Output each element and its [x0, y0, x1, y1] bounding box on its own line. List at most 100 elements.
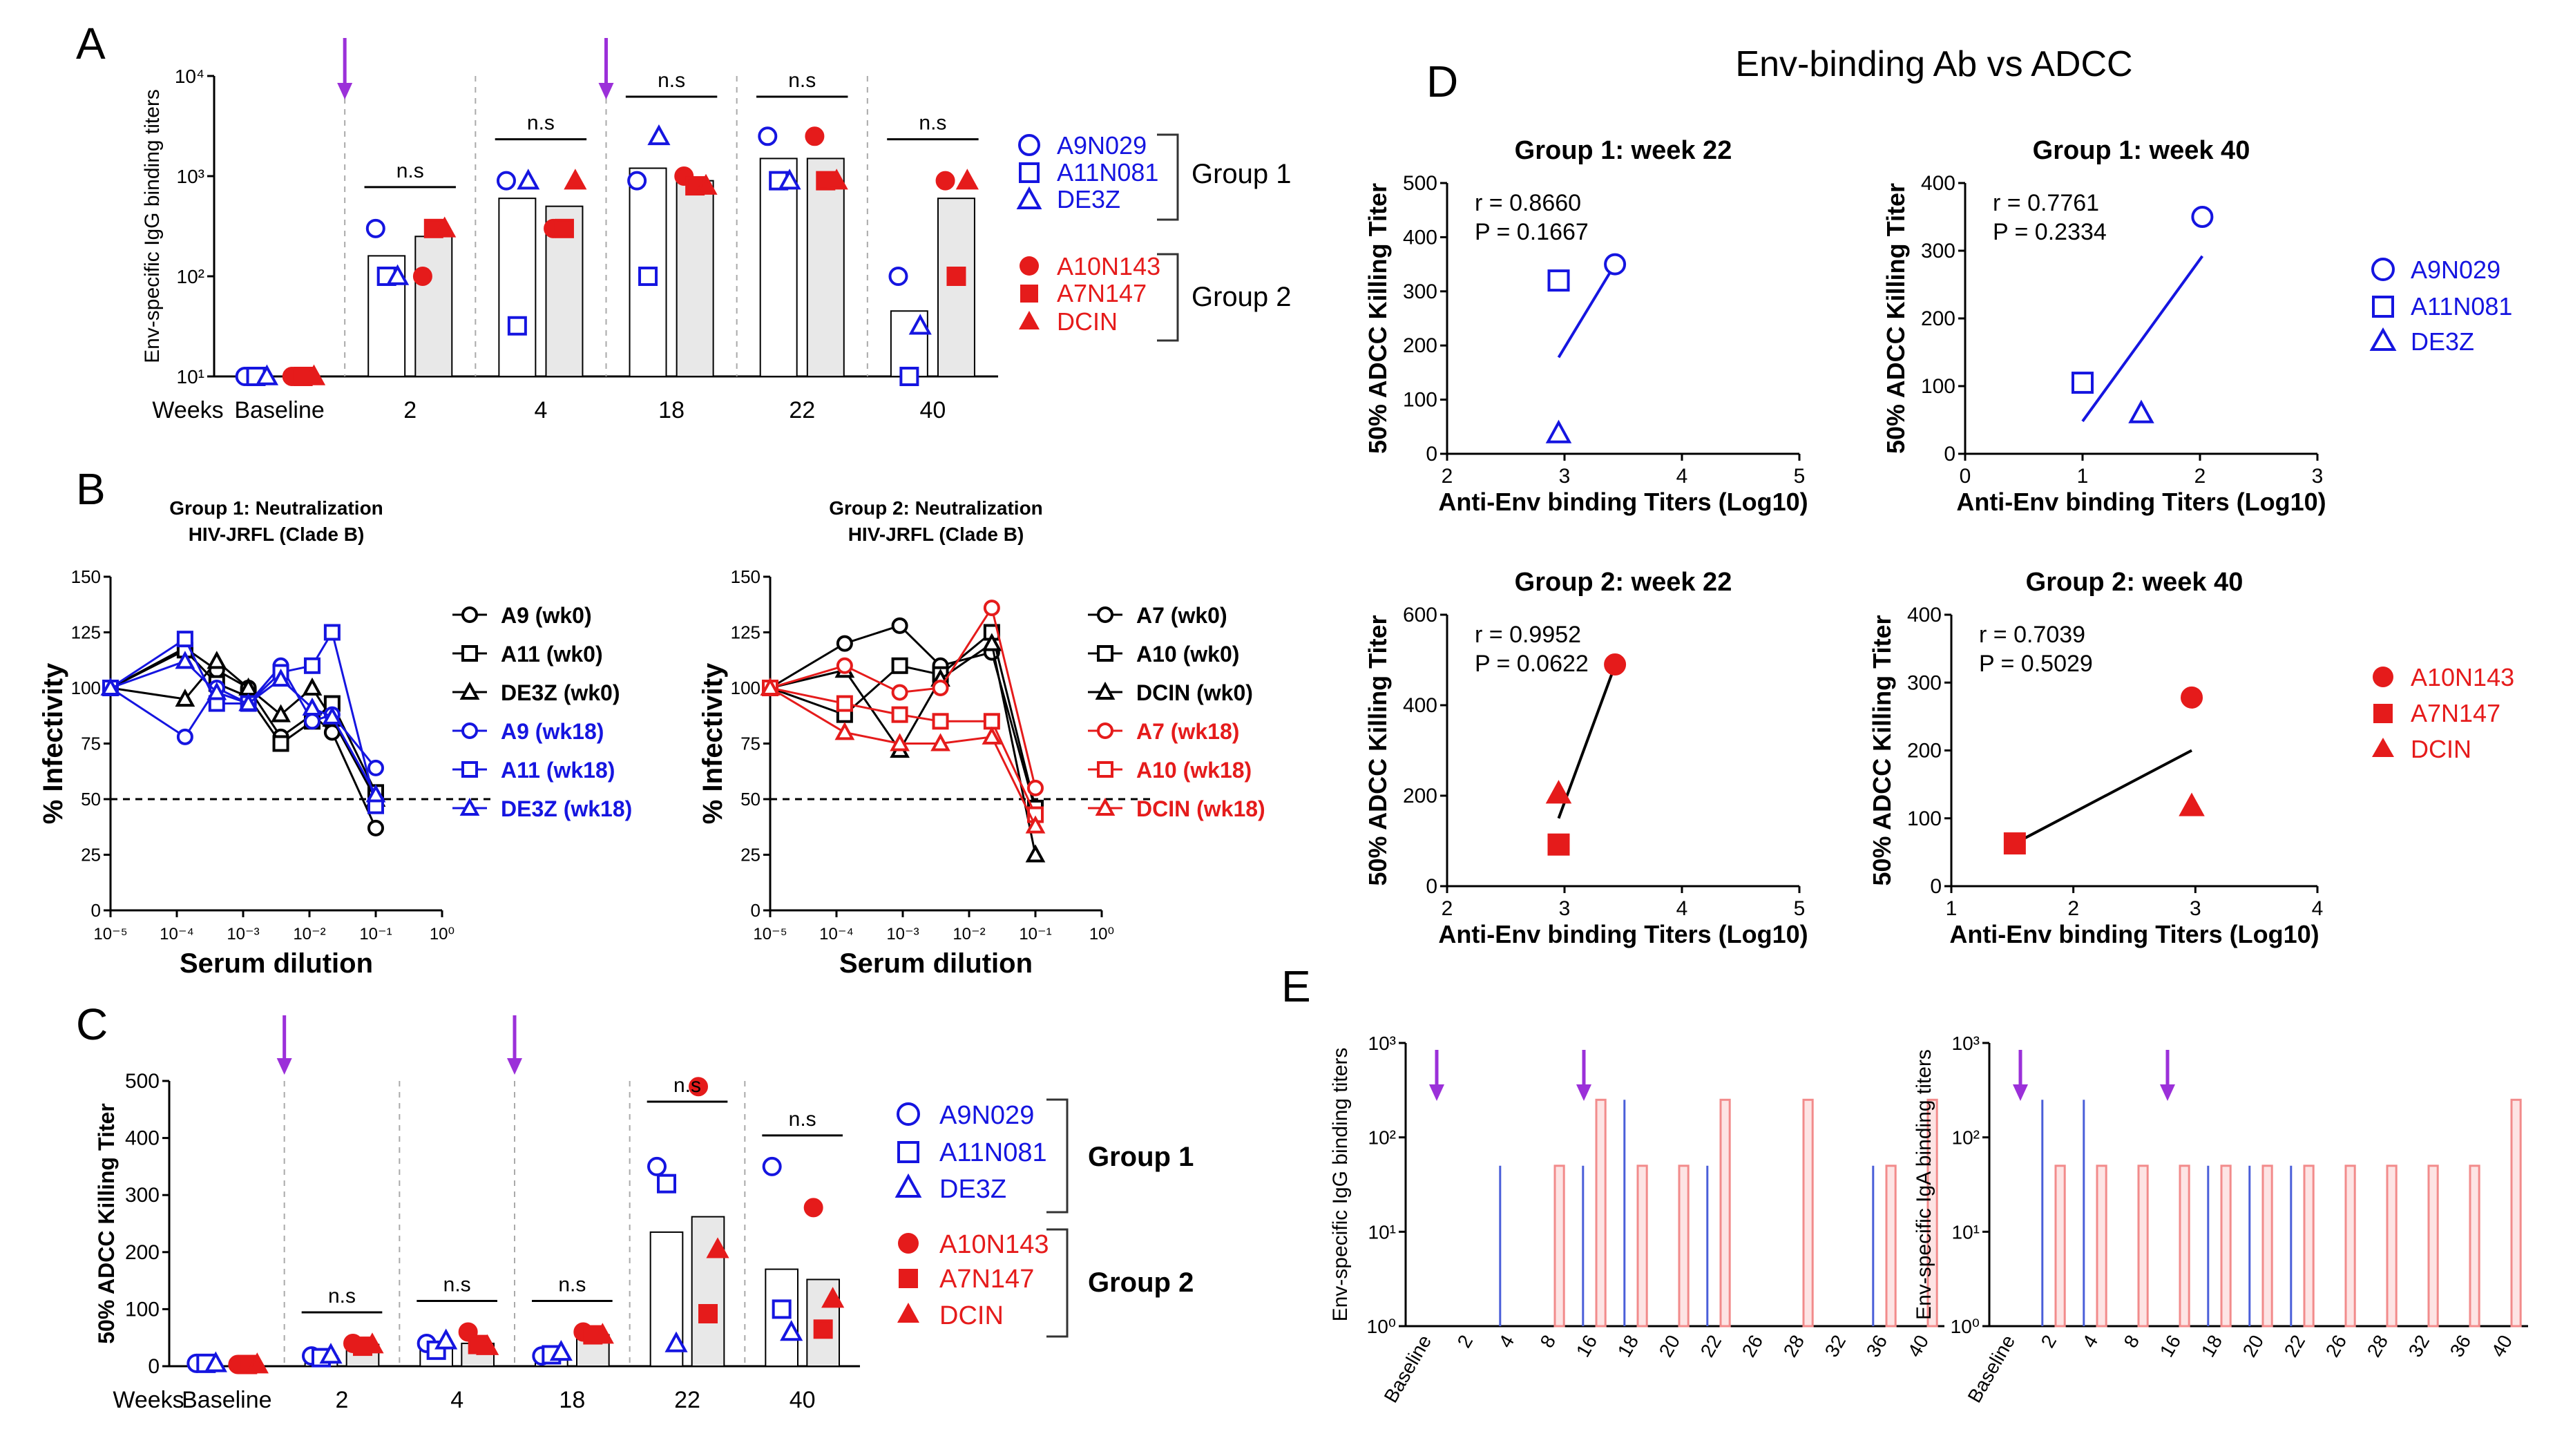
- x-tick-label: 4: [1676, 465, 1688, 488]
- legend-marker: [459, 797, 480, 816]
- x-tick-label: 18: [559, 1387, 585, 1413]
- data-point-de3z: [1545, 419, 1572, 443]
- y-axis-title: 50% ADCC Killing Titer: [1364, 615, 1392, 885]
- y-tick-label: 0: [91, 900, 101, 921]
- x-tick-label: 8: [2120, 1332, 2144, 1352]
- panel-b-group1-chart: Group 1: Neutralization HIV-JRFL (Clade B…: [38, 497, 632, 979]
- y-tick-label: 75: [740, 734, 760, 754]
- x-tick-label: 18: [1614, 1332, 1643, 1361]
- point-group1: [888, 267, 908, 286]
- point-group1: [908, 314, 932, 335]
- y-tick-label: 200: [1907, 740, 1942, 763]
- x-axis-title: Serum dilution: [180, 948, 373, 979]
- correlation-r: r = 0.9952: [1475, 622, 1581, 648]
- x-tick-label: 32: [1821, 1332, 1850, 1361]
- x-tick-label: 4: [2078, 1332, 2103, 1352]
- booster-arrow-2: [507, 1015, 522, 1075]
- x-tick-label: 2: [1442, 897, 1453, 920]
- panel-d-group1-week40: Group 1: week 40 0 100 200 300 400 0 1 2 3 50% ADC…: [1882, 136, 2326, 516]
- point-group1: [434, 1328, 458, 1350]
- series-point-4: [323, 624, 341, 641]
- chart-title: Group 2: Neutralization: [829, 497, 1043, 519]
- legend-label-de3z: DE3Z: [2411, 327, 2474, 356]
- data-point-a7n147: [1547, 833, 1570, 856]
- point-group2: [302, 364, 326, 385]
- legend-bracket-group1: [1157, 133, 1179, 221]
- bar-red: [1553, 1165, 1565, 1328]
- panel-c-chart: 0 100 200 300 400 500 50% ADCC Killing Titer We…: [94, 1015, 860, 1413]
- series-point-2: [175, 688, 195, 707]
- series-point-5: [760, 677, 781, 696]
- x-tick-label: 2: [1442, 465, 1453, 488]
- y-tick-label: 300: [1921, 240, 1955, 262]
- series-point-2: [982, 633, 1002, 651]
- legend-label-a7n147: A7N147: [1057, 279, 1147, 307]
- bar-group2: [806, 157, 845, 377]
- x-tick-label: 1: [2077, 465, 2089, 488]
- y-tick-label: 100: [125, 1298, 160, 1321]
- legend-label: DE3Z (wk18): [501, 796, 632, 821]
- legend-label: A11 (wk0): [501, 642, 603, 667]
- point-group2: [591, 1323, 614, 1344]
- legend-marker-a10n143: [898, 1233, 919, 1254]
- x-tick-label: 10⁻⁴: [819, 925, 854, 943]
- booster-arrow-1: [337, 38, 353, 99]
- panel-label-c: C: [76, 999, 108, 1049]
- y-axis-title: % Infectivity: [38, 662, 68, 824]
- data-point-dcin: [1545, 780, 1572, 804]
- bar-red: [1802, 1098, 1814, 1328]
- point-group2: [955, 169, 979, 190]
- y-tick-label: 0: [1426, 875, 1437, 898]
- p-value: P = 0.2334: [1993, 219, 2107, 245]
- ns-label: n.s: [558, 1273, 586, 1296]
- panel-label-d: D: [1426, 57, 1458, 106]
- series-point-4: [303, 657, 320, 674]
- x-tick-label: 22: [1696, 1332, 1725, 1361]
- x-tick-label: 28: [1779, 1332, 1808, 1361]
- x-axis-title: Anti-Env binding Titers (Log10): [1956, 488, 2326, 516]
- x-tick-label: 5: [1794, 465, 1806, 488]
- point-group2: [433, 216, 457, 238]
- data-point-a9n029: [2191, 206, 2214, 228]
- ns-label: n.s: [919, 112, 946, 135]
- chart-title: Group 2: week 22: [1515, 568, 1732, 597]
- x-tick-label: 10⁻⁵: [93, 925, 127, 943]
- ns-label: n.s: [673, 1074, 701, 1097]
- point-group1: [780, 1320, 803, 1341]
- legend-marker: [461, 606, 478, 623]
- legend-marker-a11n081: [1019, 162, 1040, 183]
- booster-arrow-2: [1576, 1050, 1591, 1101]
- panel-label-b: B: [76, 464, 106, 514]
- legend-label: A9 (wk18): [501, 719, 604, 744]
- y-tick-label: 25: [81, 845, 101, 865]
- y-tick-label: 300: [1907, 671, 1942, 694]
- series-line-5: [769, 687, 1037, 827]
- series-point-3: [891, 684, 908, 701]
- legend-marker-a7n147: [1020, 285, 1038, 303]
- booster-arrow-1: [276, 1015, 292, 1075]
- legend-marker-a7n147: [899, 1269, 918, 1288]
- y-axis-title: 50% ADCC Killing Titer: [1868, 615, 1896, 885]
- data-point-a11n081: [2072, 372, 2094, 394]
- legend-marker: [1095, 797, 1116, 816]
- legend-label-dcin: DCIN: [939, 1301, 1004, 1330]
- ns-label: n.s: [527, 112, 555, 135]
- point-group1: [319, 1343, 343, 1364]
- ns-label: n.s: [328, 1285, 356, 1307]
- y-tick-label: 10¹: [1368, 1221, 1396, 1243]
- panel-d-title: Env-binding Ab vs ADCC: [1735, 44, 2132, 84]
- x-tick-label: 4: [1495, 1332, 1519, 1352]
- x-tick-label: 3: [1559, 465, 1571, 488]
- x-tick-label: 2: [1453, 1332, 1477, 1352]
- series-point-5: [207, 682, 227, 700]
- x-axis-title: Anti-Env binding Titers (Log10): [1438, 920, 1808, 948]
- series-point-5: [175, 651, 195, 669]
- panel-label-a: A: [76, 19, 106, 68]
- x-axis-title: Anti-Env binding Titers (Log10): [1438, 488, 1808, 516]
- x-tick-label: 18: [2197, 1332, 2226, 1361]
- y-tick-label: 0: [751, 900, 760, 921]
- series-point-1: [891, 657, 908, 674]
- legend-marker-a7n147: [2373, 704, 2393, 723]
- point-group2: [694, 173, 718, 195]
- y-tick-label: 10⁰: [1951, 1316, 1980, 1337]
